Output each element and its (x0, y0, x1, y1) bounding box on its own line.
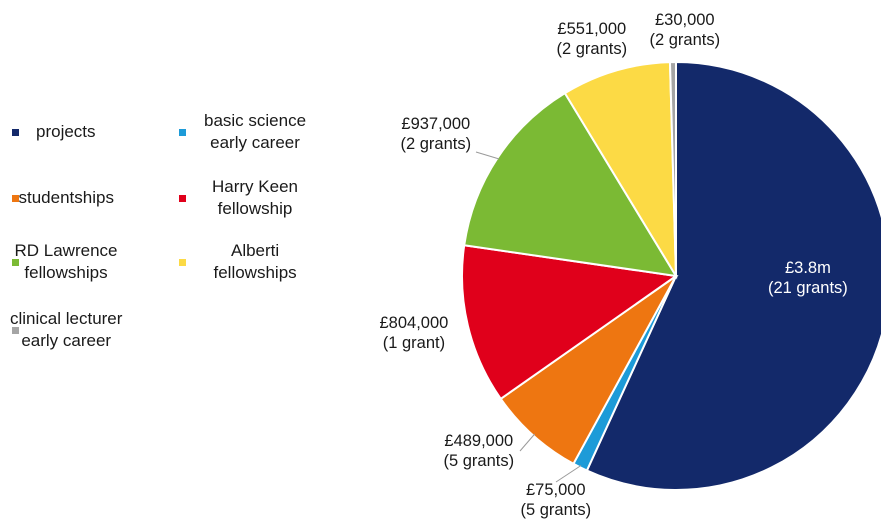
data-label-basic-science-early-career: £75,000 (5 grants) (521, 480, 592, 520)
pie-slice-harry-keen-fellowship (461, 244, 679, 401)
leader-line-basic-science-early-career (555, 465, 582, 483)
legend-swatch-rd-lawrence-fellowships (12, 259, 19, 266)
legend-swatch-harry-keen-fellowship (179, 195, 186, 202)
legend-label-projects: projects (36, 122, 96, 141)
leader-line-studentships (519, 433, 536, 452)
pie-slice-clinical-lecturer-early-career (668, 60, 677, 277)
legend-label-studentships: studentships (18, 188, 114, 207)
data-label-alberti-fellowships: £551,000 (2 grants) (557, 19, 628, 59)
legend-swatch-alberti-fellowships (179, 259, 186, 266)
legend-label-harry-keen-fellowship: Harry Keen fellowship (212, 177, 298, 218)
legend-swatch-studentships (12, 195, 19, 202)
legend-label-basic-science-early-career: basic science early career (204, 111, 307, 152)
leader-line-rd-lawrence-fellowships (475, 151, 500, 160)
data-label-harry-keen-fellowship: £804,000 (1 grant) (380, 313, 449, 353)
data-label-grants: (2 grants) (649, 31, 721, 49)
data-label-value: £804,000 (379, 314, 449, 332)
data-label-value: £30,000 (654, 11, 715, 29)
data-label-rd-lawrence-fellowships: £937,000 (2 grants) (401, 114, 472, 154)
legend-label-rd-lawrence-fellowships: RD Lawrence fellowships (14, 241, 118, 282)
legend-swatch-projects (12, 129, 19, 136)
data-label-grants: (5 grants) (520, 501, 592, 519)
legend-label-clinical-lecturer-early-career: clinical lecturer early career (10, 309, 123, 350)
data-label-value: £3.8m (784, 259, 831, 277)
legend-label-alberti-fellowships: Alberti fellowships (213, 241, 297, 282)
legend-swatch-clinical-lecturer-early-career (12, 327, 19, 334)
data-label-grants: (2 grants) (400, 135, 472, 153)
data-label-value: £75,000 (525, 481, 586, 499)
data-label-grants: (2 grants) (556, 40, 628, 58)
pie-slice-rd-lawrence-fellowships (463, 91, 678, 278)
data-label-grants: (1 grant) (382, 334, 446, 352)
pie-slices (461, 60, 881, 491)
data-label-value: £489,000 (444, 432, 514, 450)
legend-swatch-basic-science-early-career (179, 129, 186, 136)
data-label-value: £937,000 (401, 115, 471, 133)
data-label-grants: (5 grants) (443, 452, 515, 470)
data-label-clinical-lecturer-early-career: £30,000 (2 grants) (650, 10, 721, 50)
leader-lines (475, 151, 582, 483)
pie-slice-alberti-fellowships (563, 61, 678, 280)
data-label-value: £551,000 (557, 20, 627, 38)
data-label-projects: £3.8m (21 grants) (768, 258, 848, 298)
data-label-grants: (21 grants) (768, 279, 848, 297)
pie-slice-projects (585, 60, 881, 491)
data-label-studentships: £489,000 (5 grants) (444, 431, 515, 471)
